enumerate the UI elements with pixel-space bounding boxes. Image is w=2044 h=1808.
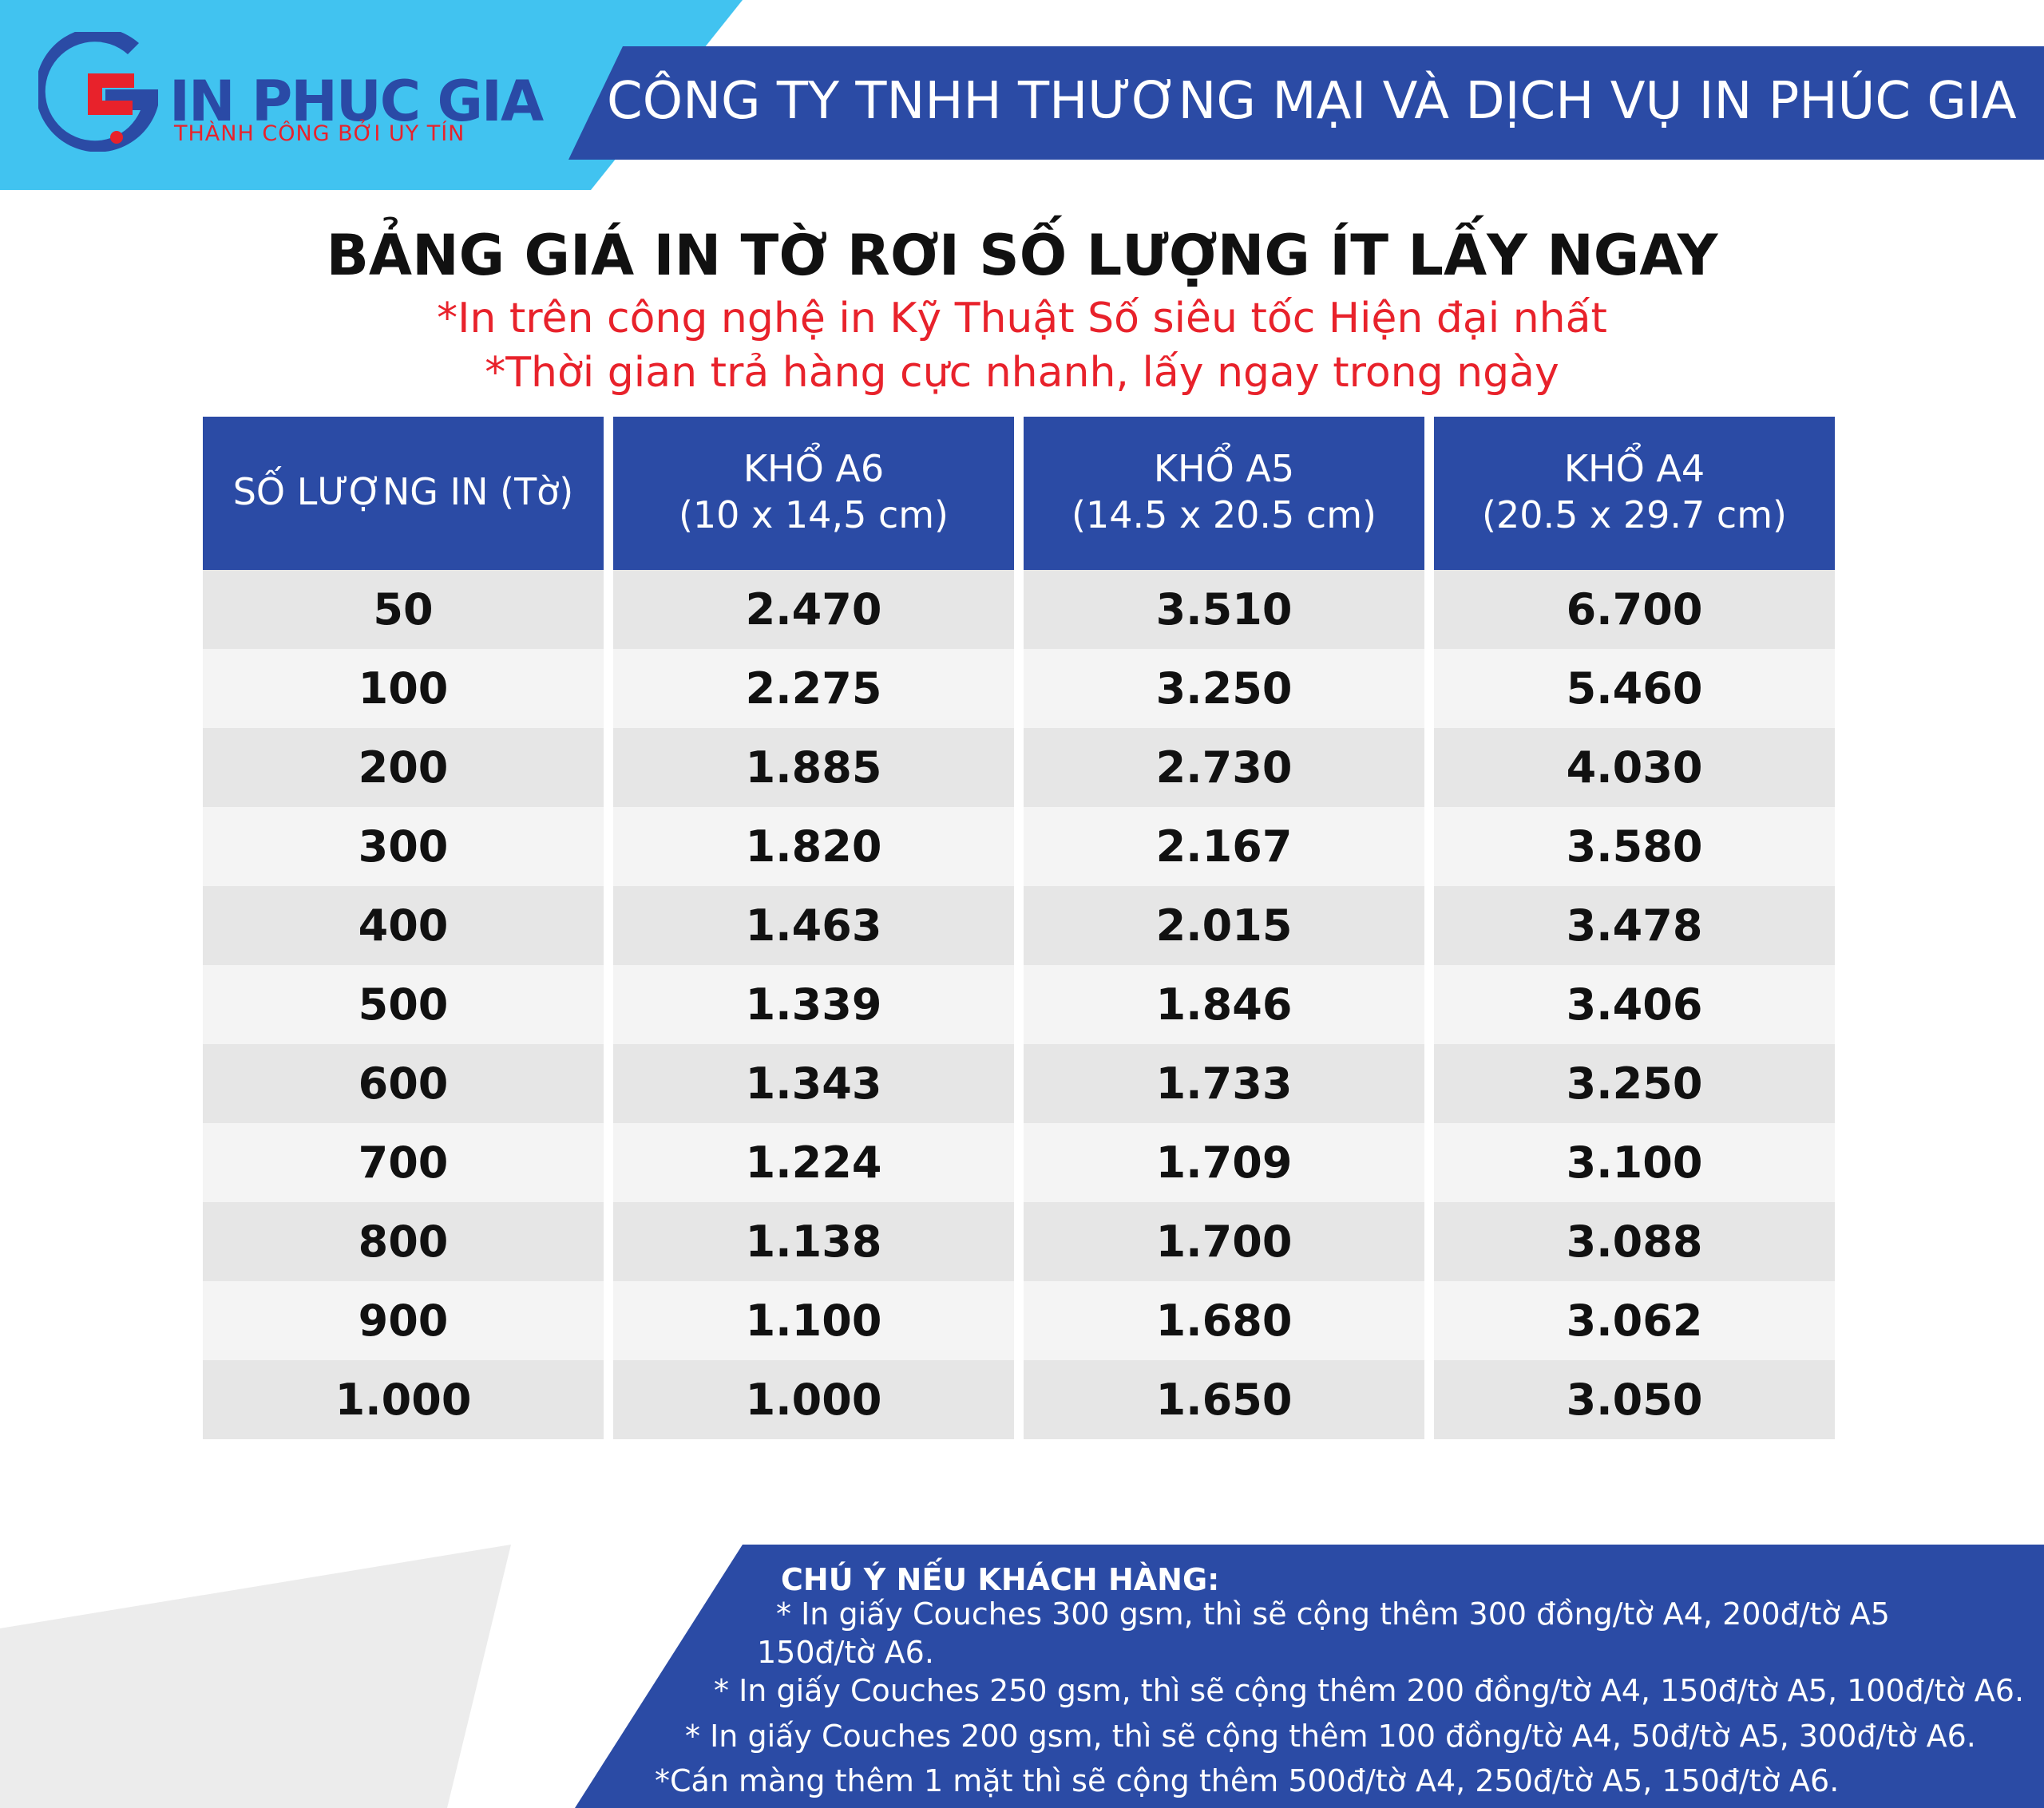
company-name: CÔNG TY TNHH THƯƠNG MẠI VÀ DỊCH VỤ IN PH… [607,72,2017,131]
table-row: 1.000 1.000 1.650 3.050 [203,1360,1835,1439]
header-blue-band [568,46,2044,160]
cell-a5: 2.015 [1024,886,1424,965]
cell-a5: 3.250 [1024,649,1424,728]
cell-a5: 1.846 [1024,965,1424,1044]
cell-a5: 1.680 [1024,1281,1424,1360]
cell-a5: 1.650 [1024,1360,1424,1439]
subtitle-delivery: *Thời gian trả hàng cực nhanh, lấy ngay … [485,349,1559,397]
page-title: BẢNG GIÁ IN TỜ RƠI SỐ LƯỢNG ÍT LẤY NGAY [326,223,1718,288]
cell-quantity: 500 [203,965,604,1044]
note-couches-300-cont: 150đ/tờ A6. [757,1635,934,1670]
cell-a4: 3.062 [1434,1281,1835,1360]
cell-quantity: 700 [203,1123,604,1202]
cell-a4: 4.030 [1434,728,1835,807]
cell-a4: 3.478 [1434,886,1835,965]
cell-a6: 1.000 [613,1360,1014,1439]
header-a5: KHỔ A5 (14.5 x 20.5 cm) [1024,417,1424,570]
footer-gray-shape [0,1545,511,1808]
header-a4-size: (20.5 x 29.7 cm) [1482,493,1787,536]
table-row: 100 2.275 3.250 5.460 [203,649,1835,728]
cell-a6: 1.463 [613,886,1014,965]
header-a6-label: KHỔ A6 [743,447,885,490]
cell-a6: 1.138 [613,1202,1014,1281]
cell-a4: 3.050 [1434,1360,1835,1439]
cell-a5: 2.167 [1024,807,1424,886]
cell-quantity: 600 [203,1044,604,1123]
cell-a4: 3.580 [1434,807,1835,886]
header-a4-label: KHỔ A4 [1563,447,1705,490]
cell-quantity: 400 [203,886,604,965]
table-row: 200 1.885 2.730 4.030 [203,728,1835,807]
cell-a6: 2.470 [613,570,1014,649]
note-lamination: *Cán màng thêm 1 mặt thì sẽ cộng thêm 50… [655,1763,1840,1798]
header-light-blue-band [0,0,743,190]
price-table: SỐ LƯỢNG IN (Tờ) KHỔ A6 (10 x 14,5 cm) KH… [193,417,1844,1439]
footer-blue-panel [575,1545,2044,1808]
cell-a5: 2.730 [1024,728,1424,807]
header-a6-size: (10 x 14,5 cm) [678,493,949,536]
header-quantity-label: SỐ LƯỢNG IN (Tờ) [232,470,574,513]
cell-a6: 1.339 [613,965,1014,1044]
logo-tagline: THÀNH CÔNG BỞI UY TÍN [174,121,465,146]
cell-quantity: 100 [203,649,604,728]
cell-a4: 3.406 [1434,965,1835,1044]
cell-a6: 1.885 [613,728,1014,807]
cell-a5: 1.733 [1024,1044,1424,1123]
cell-a4: 6.700 [1434,570,1835,649]
cell-quantity: 900 [203,1281,604,1360]
cell-a5: 1.709 [1024,1123,1424,1202]
logo-g-icon [38,32,158,152]
table-header-row: SỐ LƯỢNG IN (Tờ) KHỔ A6 (10 x 14,5 cm) KH… [203,417,1835,570]
header-a4: KHỔ A4 (20.5 x 29.7 cm) [1434,417,1835,570]
table-row: 400 1.463 2.015 3.478 [203,886,1835,965]
cell-a6: 2.275 [613,649,1014,728]
cell-quantity: 800 [203,1202,604,1281]
cell-a4: 3.100 [1434,1123,1835,1202]
cell-a5: 1.700 [1024,1202,1424,1281]
note-couches-200: * In giấy Couches 200 gsm, thì sẽ cộng t… [685,1719,1976,1754]
table-row: 900 1.100 1.680 3.062 [203,1281,1835,1360]
logo-name: IN PHUC GIA [169,69,544,134]
table-row: 800 1.138 1.700 3.088 [203,1202,1835,1281]
subtitle-technology: *In trên công nghệ in Kỹ Thuật Số siêu t… [437,295,1607,342]
cell-a6: 1.820 [613,807,1014,886]
cell-quantity: 300 [203,807,604,886]
cell-quantity: 1.000 [203,1360,604,1439]
note-couches-300: * In giấy Couches 300 gsm, thì sẽ cộng t… [776,1596,1890,1632]
header-a6: KHỔ A6 (10 x 14,5 cm) [613,417,1014,570]
cell-quantity: 50 [203,570,604,649]
note-couches-250: * In giấy Couches 250 gsm, thì sẽ cộng t… [714,1673,2025,1708]
cell-a4: 5.460 [1434,649,1835,728]
cell-a5: 3.510 [1024,570,1424,649]
notes-title: CHÚ Ý NẾU KHÁCH HÀNG: [781,1562,1220,1597]
cell-a4: 3.250 [1434,1044,1835,1123]
cell-a6: 1.100 [613,1281,1014,1360]
table-row: 300 1.820 2.167 3.580 [203,807,1835,886]
cell-a6: 1.343 [613,1044,1014,1123]
table-row: 700 1.224 1.709 3.100 [203,1123,1835,1202]
header-quantity: SỐ LƯỢNG IN (Tờ) [203,417,604,570]
cell-a4: 3.088 [1434,1202,1835,1281]
table-row: 600 1.343 1.733 3.250 [203,1044,1835,1123]
table-row: 50 2.470 3.510 6.700 [203,570,1835,649]
header-a5-label: KHỔ A5 [1153,447,1295,490]
table-row: 500 1.339 1.846 3.406 [203,965,1835,1044]
header-a5-size: (14.5 x 20.5 cm) [1072,493,1377,536]
cell-a6: 1.224 [613,1123,1014,1202]
cell-quantity: 200 [203,728,604,807]
